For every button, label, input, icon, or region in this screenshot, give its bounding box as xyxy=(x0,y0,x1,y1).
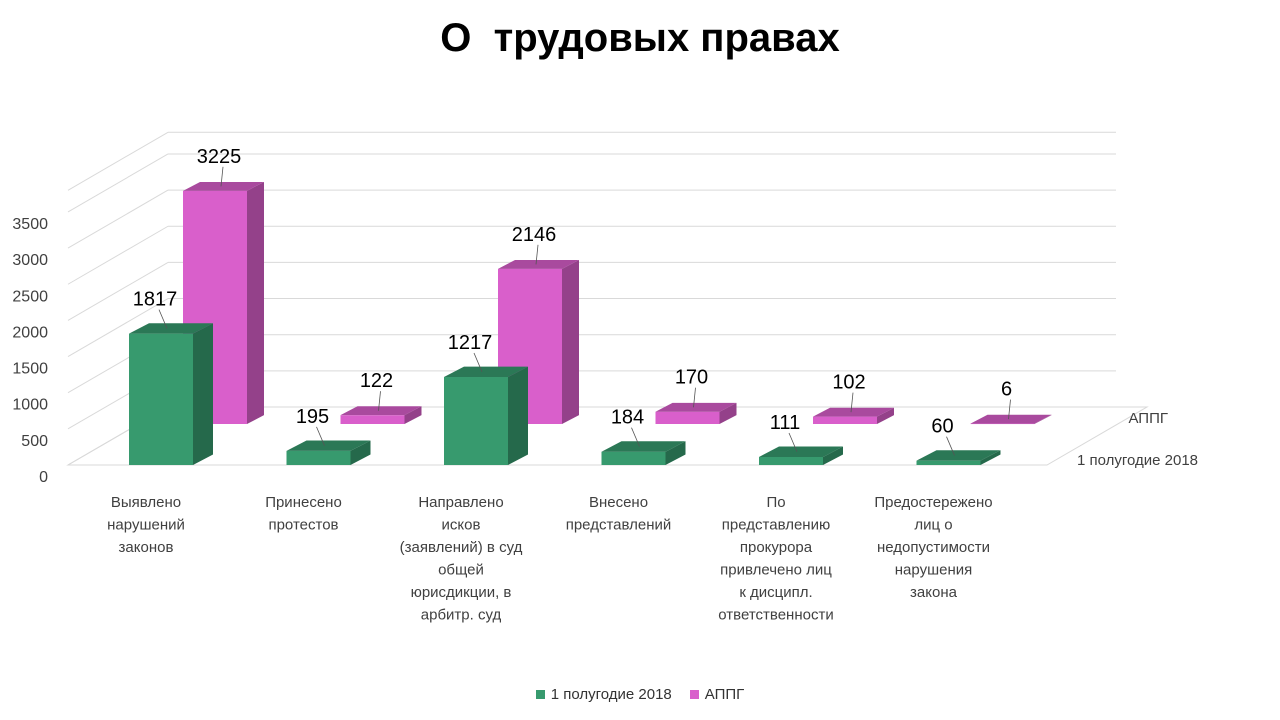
chart-title: О трудовых правах xyxy=(440,16,840,60)
data-label-h1-2018: 1817 xyxy=(133,289,178,311)
bar xyxy=(970,423,1035,425)
bar-top xyxy=(444,366,528,378)
bar xyxy=(129,333,193,465)
side-grid-line xyxy=(67,225,169,285)
data-label-appg: 6 xyxy=(1001,379,1012,401)
y-tick-label: 0 xyxy=(39,469,48,486)
bar-side xyxy=(719,402,737,424)
y-tick-label: 1500 xyxy=(12,361,48,378)
bar-top xyxy=(129,323,213,334)
data-label-leader xyxy=(1008,399,1011,420)
bar-side xyxy=(1034,414,1052,424)
data-label-leader xyxy=(158,309,168,329)
bar-top xyxy=(601,441,686,452)
bar-side xyxy=(823,446,843,465)
data-label-h1-2018: 1217 xyxy=(448,332,493,354)
data-label-h1-2018: 111 xyxy=(770,412,800,434)
bar-side xyxy=(404,406,422,424)
data-label-leader xyxy=(693,387,696,408)
legend-label-series-1: 1 полугодие 2018 xyxy=(550,686,672,703)
side-grid-line xyxy=(67,189,169,249)
bar-side xyxy=(247,181,264,424)
side-grid-line xyxy=(67,261,169,321)
data-label-leader xyxy=(378,391,381,411)
bar-top xyxy=(655,402,737,412)
bar xyxy=(916,460,981,465)
bar-top xyxy=(183,181,264,191)
data-label-appg: 122 xyxy=(360,370,393,392)
data-label-appg: 2146 xyxy=(512,224,557,246)
bar-top xyxy=(340,406,422,416)
side-grid-line xyxy=(67,153,169,213)
legend-swatch-series-1 xyxy=(535,690,545,699)
bar-side xyxy=(665,441,686,465)
data-label-leader xyxy=(788,432,798,452)
data-label-h1-2018: 60 xyxy=(931,416,953,438)
bar-top xyxy=(286,440,371,451)
data-label-leader xyxy=(535,244,539,265)
x-tick-label: Внесено представлений xyxy=(566,494,672,534)
bar xyxy=(601,451,666,465)
legend-item-series-1: 1 полугодие 2018 xyxy=(535,686,672,703)
bar-side xyxy=(350,440,371,465)
bar xyxy=(286,450,351,465)
legend: 1 полугодие 2018 АППГ xyxy=(0,686,1280,703)
legend-item-series-2: АППГ xyxy=(689,686,745,703)
x-tick-label: Предостережено лиц о недопустимости нарушен… xyxy=(874,494,992,601)
bar-top xyxy=(813,407,894,417)
y-tick-label: 3500 xyxy=(12,216,48,233)
x-tick-label: По представлению прокурора привлечено лиц к … xyxy=(718,494,833,624)
depth-axis-label: АППГ xyxy=(1128,410,1168,427)
bar-side xyxy=(980,450,1001,465)
y-tick-label: 2000 xyxy=(12,324,48,341)
data-label-leader xyxy=(473,352,483,372)
legend-label-series-2: АППГ xyxy=(704,686,745,703)
data-label-leader xyxy=(316,426,325,446)
data-label-leader xyxy=(946,436,955,456)
bar-top xyxy=(970,414,1052,424)
data-label-h1-2018: 195 xyxy=(296,406,329,428)
data-label-leader xyxy=(631,427,640,447)
data-label-appg: 102 xyxy=(832,372,865,394)
bar-side xyxy=(508,366,528,465)
bar-side xyxy=(877,407,894,424)
bar-top xyxy=(916,450,1001,461)
bar xyxy=(340,415,405,424)
side-grid-line xyxy=(67,131,169,191)
bar-side xyxy=(562,259,579,424)
bar xyxy=(759,456,823,465)
y-tick-label: 500 xyxy=(21,433,48,450)
data-label-appg: 170 xyxy=(675,367,708,389)
bar-top xyxy=(759,446,843,457)
data-label-leader xyxy=(850,392,854,413)
depth-axis-label: 1 полугодие 2018 xyxy=(1077,452,1198,469)
y-tick-label: 1000 xyxy=(12,397,48,414)
legend-swatch-series-2 xyxy=(689,690,699,699)
y-tick-label: 2500 xyxy=(12,288,48,305)
bar xyxy=(655,411,720,424)
x-tick-label: Направлено исков (заявлений) в суд общей юри… xyxy=(400,494,523,624)
y-tick-label: 3000 xyxy=(12,252,48,269)
bar-top xyxy=(498,259,579,269)
bar-side xyxy=(193,323,213,465)
data-label-leader xyxy=(220,166,224,187)
bar xyxy=(813,416,877,424)
x-tick-label: Принесено протестов xyxy=(265,494,342,534)
x-tick-label: Выявлено нарушений законов xyxy=(107,494,185,556)
data-label-h1-2018: 184 xyxy=(611,407,644,429)
side-grid-line xyxy=(67,298,169,357)
data-label-appg: 3225 xyxy=(197,146,242,168)
bar xyxy=(444,377,508,465)
